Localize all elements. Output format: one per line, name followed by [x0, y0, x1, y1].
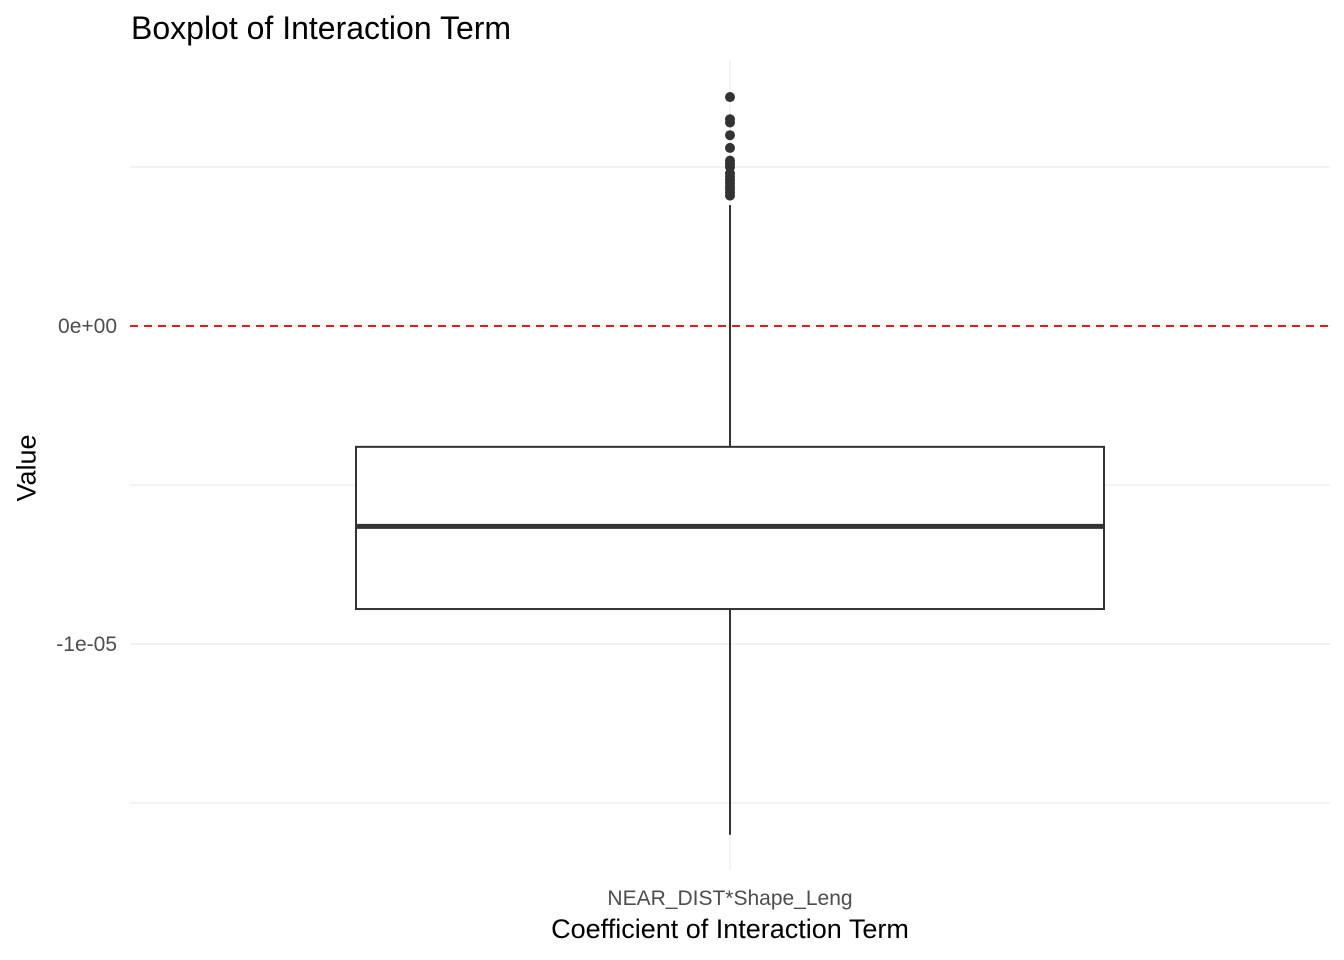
chart-title: Boxplot of Interaction Term — [131, 10, 512, 46]
y-tick-label: -1e-05 — [56, 633, 117, 656]
outlier-point — [725, 130, 735, 141]
y-tick-label: 0e+00 — [58, 315, 117, 338]
outlier-point — [725, 190, 735, 201]
outlier-point — [725, 92, 735, 103]
x-tick-label: NEAR_DIST*Shape_Leng — [607, 887, 852, 910]
y-axis-label: Value — [11, 434, 42, 502]
outlier-point — [725, 142, 735, 153]
outlier-point — [725, 117, 735, 128]
x-axis-label: Coefficient of Interaction Term — [551, 914, 909, 944]
